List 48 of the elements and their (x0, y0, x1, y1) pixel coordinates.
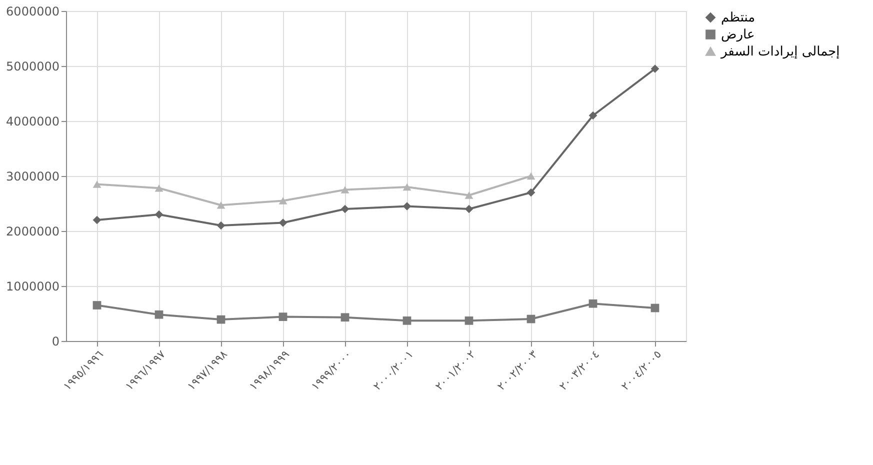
point (154, 310, 164, 319)
y-tick-label: 1000000 (6, 280, 60, 294)
point (92, 301, 102, 310)
point (154, 184, 164, 192)
point (340, 313, 350, 322)
point (526, 314, 536, 324)
point (464, 192, 474, 199)
x-tick-label: ١٩٩٦/١٩٩٧ (122, 348, 168, 394)
point (402, 202, 412, 210)
point (278, 312, 288, 321)
x-tick-label: ١٩٩٧/١٩٩٨ (184, 348, 230, 394)
point (588, 299, 598, 308)
point (526, 172, 536, 180)
y-tick-label: 3000000 (6, 170, 60, 184)
legend-label: إجمالى إيرادات السفر (720, 44, 840, 60)
x-tick-label: ٢٠٠٠/٢٠٠١ (370, 348, 416, 394)
point (92, 216, 102, 224)
point (340, 186, 350, 194)
legend-label: عارض (721, 28, 755, 42)
point (650, 64, 660, 73)
x-tick-label: ١٩٩٨/١٩٩٩ (246, 348, 292, 394)
point (278, 218, 288, 227)
point (588, 111, 598, 120)
point (154, 210, 164, 219)
point (402, 316, 412, 325)
point (92, 180, 102, 188)
point (216, 315, 226, 324)
x-tick-label: ٢٠٠٢/٢٠٠٣ (494, 348, 540, 394)
x-tick-label: ٢٠٠٣/٢٠٠٤ (556, 348, 602, 394)
point (464, 204, 474, 214)
y-tick-label: 4000000 (6, 114, 60, 128)
legend-label: منتظم (721, 10, 756, 26)
point (526, 188, 536, 197)
y-tick-label: 6000000 (6, 4, 60, 18)
y-tick-label: 0 (52, 334, 60, 348)
point (278, 197, 288, 204)
point (340, 204, 350, 214)
point (650, 304, 660, 312)
x-tick-label: ١٩٩٩/٢٠٠٠ (308, 348, 354, 394)
point (402, 183, 412, 191)
point (216, 202, 226, 209)
point (464, 316, 474, 325)
x-tick-label: ٢٠٠١/٢٠٠٢ (432, 348, 478, 394)
point (216, 221, 226, 230)
y-tick-label: 2000000 (6, 224, 60, 238)
x-tick-label: ١٩٩٥/١٩٩٦ (60, 348, 106, 394)
x-tick-label: ٢٠٠٤/٢٠٠٥ (618, 348, 664, 394)
y-tick-label: 5000000 (6, 60, 60, 74)
